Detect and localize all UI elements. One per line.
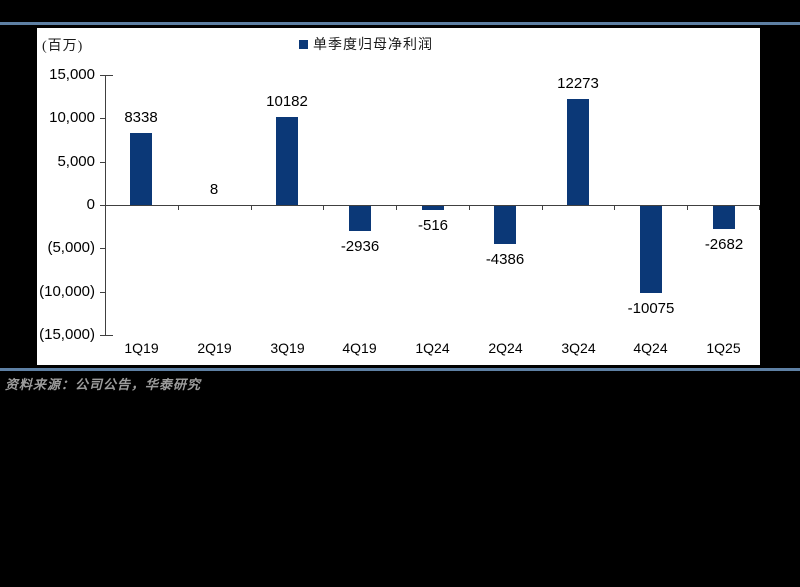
chart-panel: (百万) 单季度归母净利润 15,000 10,000 5,000 0 (5,000) (… bbox=[37, 28, 760, 365]
y-axis-tick bbox=[100, 335, 105, 336]
x-axis-tick bbox=[251, 205, 252, 210]
bar bbox=[567, 99, 589, 205]
x-axis-tick bbox=[178, 205, 179, 210]
x-axis-label: 2Q19 bbox=[197, 340, 232, 356]
bar bbox=[713, 206, 735, 229]
y-axis-tick bbox=[100, 292, 105, 293]
x-axis-label: 3Q19 bbox=[270, 340, 305, 356]
y-axis-tick bbox=[100, 162, 105, 163]
bar-value-label: 8 bbox=[209, 181, 219, 198]
bar bbox=[276, 117, 298, 205]
legend-label: 单季度归母净利润 bbox=[313, 38, 433, 53]
x-axis-tick bbox=[469, 205, 470, 210]
y-axis-tick bbox=[100, 118, 105, 119]
x-axis-label: 4Q19 bbox=[342, 340, 377, 356]
bar-value-label: 10182 bbox=[266, 93, 308, 110]
y-axis-endcap bbox=[105, 335, 113, 336]
bar bbox=[349, 206, 371, 231]
bar-value-label: -516 bbox=[417, 217, 449, 234]
x-axis-label: 4Q24 bbox=[633, 340, 668, 356]
y-axis-tick-label: (15,000) bbox=[39, 326, 95, 343]
x-axis-tick bbox=[687, 205, 688, 210]
bar-value-label: 8338 bbox=[124, 109, 158, 126]
x-axis-label: 3Q24 bbox=[561, 340, 596, 356]
legend-swatch-icon bbox=[299, 39, 308, 49]
x-axis-tick bbox=[396, 205, 397, 210]
legend: 单季度归母净利润 bbox=[299, 34, 433, 54]
source-note: 资料来源：公司公告，华泰研究 bbox=[5, 377, 202, 392]
y-axis-endcap bbox=[105, 75, 113, 76]
y-axis-tick bbox=[100, 205, 105, 206]
x-axis-label: 1Q25 bbox=[706, 340, 741, 356]
bar bbox=[422, 206, 444, 210]
bar bbox=[640, 206, 662, 293]
x-axis-tick bbox=[542, 205, 543, 210]
bar-value-label: -2682 bbox=[704, 236, 744, 253]
y-axis-tick-label: (5,000) bbox=[47, 239, 95, 256]
bar bbox=[494, 206, 516, 244]
x-axis-label: 1Q19 bbox=[124, 340, 159, 356]
bar bbox=[130, 133, 152, 205]
plot-area: 15,000 10,000 5,000 0 (5,000) (10,000) (15,000… bbox=[37, 28, 760, 365]
bottom-separator-line bbox=[0, 368, 800, 371]
x-axis-label: 2Q24 bbox=[488, 340, 523, 356]
y-axis-tick bbox=[100, 248, 105, 249]
y-axis-tick bbox=[100, 75, 105, 76]
y-axis-tick-label: (10,000) bbox=[39, 283, 95, 300]
x-axis-tick bbox=[759, 205, 760, 210]
x-axis-tick bbox=[614, 205, 615, 210]
bar-value-label: -4386 bbox=[485, 251, 525, 268]
bar-value-label: 12273 bbox=[557, 75, 599, 92]
x-axis-label: 1Q24 bbox=[415, 340, 450, 356]
y-axis-unit-label: (百万) bbox=[42, 39, 84, 54]
y-axis-tick-label: 5,000 bbox=[57, 153, 95, 170]
x-axis-line bbox=[105, 205, 760, 206]
y-axis-tick-label: 10,000 bbox=[49, 109, 95, 126]
top-separator-line bbox=[0, 22, 800, 25]
x-axis-tick bbox=[323, 205, 324, 210]
y-axis-tick-label: 15,000 bbox=[49, 66, 95, 83]
bar-value-label: -2936 bbox=[340, 238, 380, 255]
y-axis-tick-label: 0 bbox=[86, 196, 95, 213]
bar-value-label: -10075 bbox=[627, 300, 675, 317]
